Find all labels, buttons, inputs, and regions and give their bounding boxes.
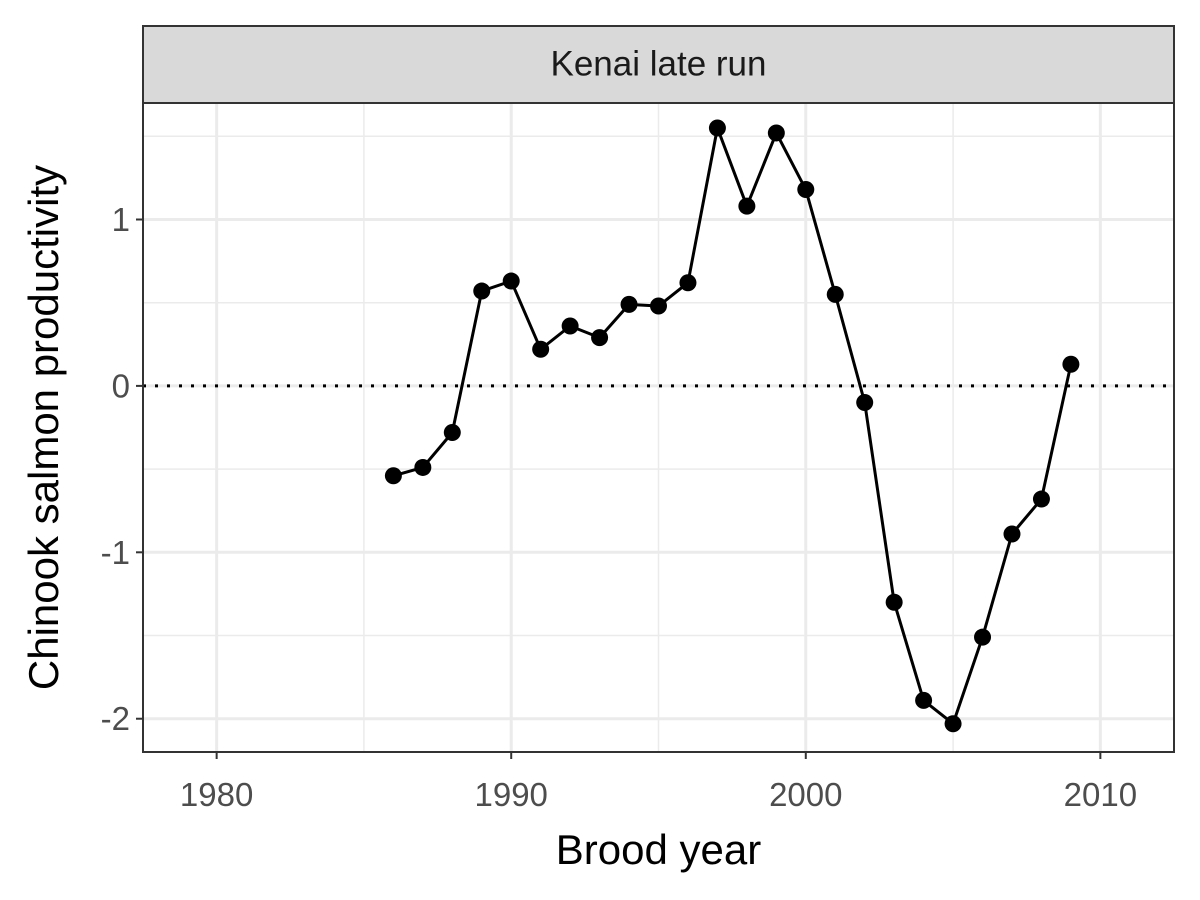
data-point xyxy=(473,282,491,300)
data-point xyxy=(797,181,815,199)
data-point xyxy=(1003,525,1021,543)
y-axis-ticks: -2 -1 0 1 xyxy=(101,201,143,737)
data-point xyxy=(856,394,874,412)
data-point xyxy=(620,295,638,313)
plot-area xyxy=(142,102,1175,753)
data-series xyxy=(384,119,1080,733)
data-point xyxy=(1032,490,1050,508)
x-tick-label: 1990 xyxy=(475,776,548,813)
data-point xyxy=(915,691,933,709)
x-tick-label: 2000 xyxy=(769,776,842,813)
strip-background xyxy=(142,25,1175,104)
x-axis-title: Brood year xyxy=(556,826,761,873)
major-grid xyxy=(143,103,1174,752)
x-tick-label: 2010 xyxy=(1064,776,1137,813)
data-point xyxy=(974,628,992,646)
y-tick-label: 1 xyxy=(112,201,130,238)
data-point xyxy=(826,285,844,303)
data-point xyxy=(679,274,697,292)
strip-header: Kenai late run xyxy=(142,25,1175,104)
data-point xyxy=(944,715,962,733)
y-tick-label: -1 xyxy=(101,534,130,571)
x-axis-ticks: 1980 1990 2000 2010 xyxy=(180,752,1137,813)
data-point xyxy=(1062,355,1080,373)
y-tick-label: -2 xyxy=(101,700,130,737)
data-point xyxy=(502,272,520,290)
data-point xyxy=(767,124,785,142)
data-point xyxy=(591,329,609,347)
data-point xyxy=(414,458,432,476)
data-point xyxy=(384,467,402,485)
data-point xyxy=(708,119,726,137)
data-point xyxy=(561,317,579,335)
data-point xyxy=(443,423,461,441)
y-tick-label: 0 xyxy=(112,367,130,404)
y-axis-title: Chinook salmon productivity xyxy=(20,165,67,690)
data-point xyxy=(738,197,756,215)
data-point xyxy=(885,593,903,611)
data-point xyxy=(532,340,550,358)
x-tick-label: 1980 xyxy=(180,776,253,813)
panel-title: Kenai late run xyxy=(551,44,767,83)
panel-border xyxy=(142,102,1175,753)
data-point xyxy=(650,297,667,315)
